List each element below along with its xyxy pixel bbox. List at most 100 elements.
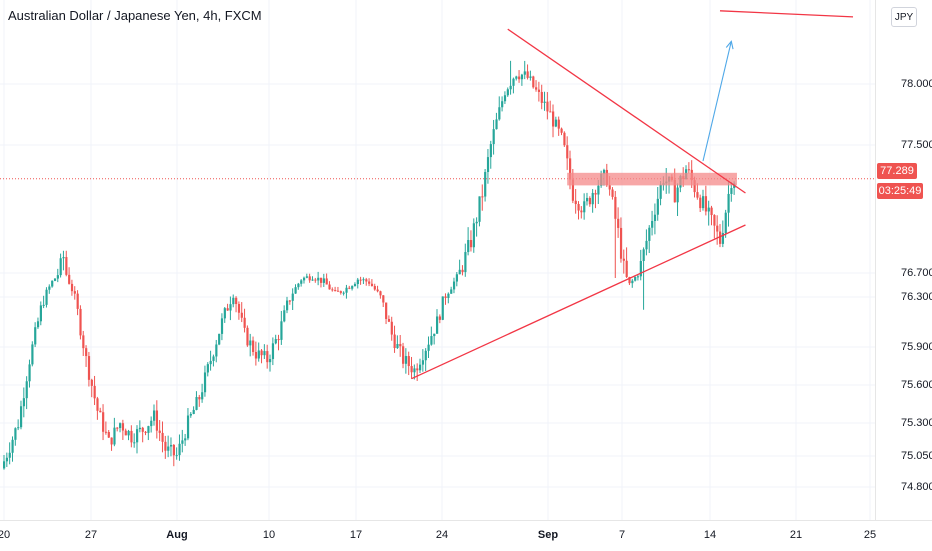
candle-body — [464, 252, 467, 273]
candle-158 — [450, 286, 453, 294]
candle-51 — [147, 425, 150, 441]
candle-body — [147, 426, 150, 433]
candle-63 — [181, 429, 184, 453]
candle-body — [447, 293, 450, 298]
candle-body — [243, 317, 246, 328]
candle-body — [529, 76, 532, 78]
candle-28 — [82, 330, 85, 356]
candle-body — [393, 334, 396, 349]
candle-253 — [718, 224, 722, 248]
candle-215 — [611, 187, 614, 200]
candle-74 — [212, 354, 215, 367]
candle-body — [526, 71, 529, 78]
candle-body — [226, 308, 229, 311]
candle-93 — [266, 344, 269, 369]
candle-body — [543, 101, 546, 103]
candle-body — [461, 269, 464, 273]
candle-181 — [515, 75, 518, 81]
candle-4 — [14, 427, 17, 446]
candle-80 — [229, 296, 232, 321]
candle-75 — [215, 339, 218, 363]
candle-176 — [501, 96, 504, 112]
candle-body — [59, 258, 62, 276]
candle-body — [184, 438, 187, 441]
candle-body — [693, 180, 696, 193]
candle-body — [399, 343, 402, 347]
candle-20 — [59, 253, 62, 278]
candle-99 — [283, 305, 286, 323]
candle-25 — [73, 286, 76, 300]
candle-12 — [36, 317, 40, 329]
candle-body — [379, 291, 382, 296]
time-axis[interactable] — [0, 520, 932, 551]
candle-body — [19, 406, 23, 428]
candle-182 — [518, 70, 521, 83]
candle-175 — [498, 96, 501, 121]
candle-body — [331, 289, 334, 291]
candle-104 — [297, 282, 300, 290]
candle-body — [356, 279, 359, 285]
candle-6 — [19, 400, 23, 430]
candle-body — [319, 277, 323, 283]
candle-83 — [237, 301, 241, 320]
candle-166 — [472, 218, 475, 253]
candle-body — [56, 275, 59, 279]
candle-53 — [152, 404, 156, 426]
candle-body — [274, 339, 277, 344]
currency-badge[interactable]: JPY — [891, 7, 917, 27]
candle-body — [178, 443, 181, 456]
candle-30 — [87, 351, 91, 387]
candle-252 — [716, 215, 719, 245]
candle-body — [699, 197, 702, 209]
candle-body — [351, 286, 354, 289]
candle-251 — [713, 214, 716, 239]
candle-body — [104, 431, 108, 433]
resistance-zone — [567, 172, 737, 186]
candle-body — [441, 296, 444, 320]
candle-101 — [288, 299, 292, 305]
candlestick-chart[interactable] — [0, 0, 875, 520]
candle-body — [656, 198, 659, 215]
candle-body — [215, 344, 218, 357]
candle-body — [209, 360, 212, 365]
candle-body — [430, 336, 433, 345]
candle-227 — [645, 229, 648, 256]
x-tick-label: 7 — [618, 529, 626, 541]
candle-119 — [339, 290, 342, 295]
candle-body — [152, 410, 156, 421]
candle-body — [546, 101, 549, 112]
candle-body — [8, 452, 11, 458]
candle-82 — [235, 296, 238, 313]
candle-79 — [226, 303, 229, 311]
candle-body — [520, 74, 524, 80]
candle-body — [127, 430, 130, 436]
candle-body — [619, 227, 623, 259]
candle-body — [571, 179, 575, 201]
candle-247 — [702, 189, 705, 211]
candle-body — [79, 308, 82, 336]
candle-body — [133, 442, 136, 444]
candle-139 — [396, 335, 399, 349]
candle-27 — [79, 305, 82, 340]
candle-150 — [427, 336, 430, 359]
candle-body — [566, 145, 569, 159]
candle-body — [421, 360, 425, 365]
candle-123 — [351, 285, 354, 291]
candle-body — [144, 431, 147, 433]
y-tick-label: 75.050 — [901, 450, 932, 462]
candle-body — [554, 119, 558, 127]
candle-152 — [433, 333, 436, 345]
candle-body — [648, 227, 651, 241]
candle-body — [721, 233, 725, 244]
candle-49 — [141, 426, 144, 443]
candle-body — [220, 318, 224, 334]
price-axis[interactable] — [875, 0, 932, 520]
candle-114 — [325, 273, 328, 285]
candle-body — [515, 76, 518, 79]
trendline-2 — [719, 10, 854, 18]
candle-body — [707, 207, 710, 212]
x-tick-label: 25 — [863, 529, 877, 541]
candle-body — [557, 119, 560, 129]
candle-81 — [232, 294, 235, 308]
candle-205 — [583, 193, 586, 220]
